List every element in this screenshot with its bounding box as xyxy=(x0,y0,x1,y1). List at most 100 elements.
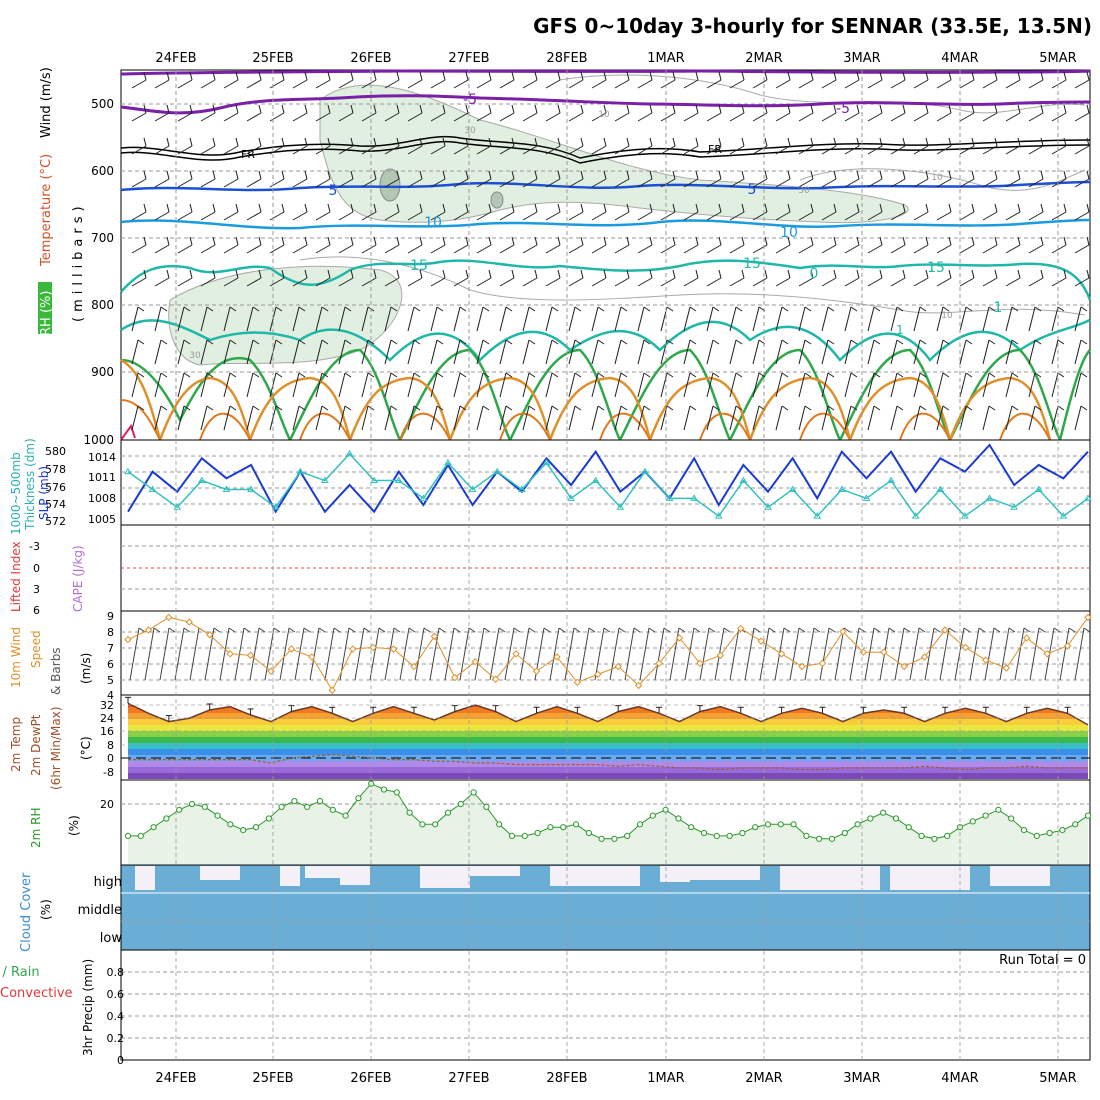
upper-wind-barb xyxy=(177,178,193,188)
upper-wind-barb xyxy=(856,137,860,147)
upper-wind-barb xyxy=(396,137,400,147)
upper-wind-barb xyxy=(200,211,216,221)
upper-wind-barb xyxy=(603,236,607,246)
contour-label: 10 xyxy=(424,215,442,231)
upper-wind-barb xyxy=(223,372,231,398)
upper-wind-barb xyxy=(729,211,745,221)
upper-wind-barb xyxy=(499,145,515,155)
upper-wind-barb xyxy=(856,170,860,180)
upper-wind-barb xyxy=(235,269,239,279)
upper-wind-barb xyxy=(591,211,607,221)
high-cloud-gap xyxy=(990,866,1050,886)
upper-wind-barb xyxy=(603,203,607,213)
upper-wind-barb xyxy=(459,306,467,312)
upper-wind-barb xyxy=(361,339,369,365)
upper-wind-barb xyxy=(844,339,852,365)
upper-wind-barb xyxy=(1074,339,1082,365)
upper-wind-barb xyxy=(327,236,331,246)
upper-wind-barb xyxy=(292,178,308,188)
wind-speed-markers xyxy=(124,613,1092,694)
upper-wind-barb xyxy=(390,306,398,312)
cloud-level-label: middle xyxy=(78,903,122,918)
upper-wind-barb xyxy=(867,145,883,155)
wind-barb xyxy=(258,627,266,633)
upper-wind-barb xyxy=(281,71,285,81)
upper-wind-barb xyxy=(327,269,331,279)
upper-wind-barb xyxy=(557,104,561,114)
rh-marker xyxy=(739,829,746,837)
wind-barb xyxy=(279,627,290,681)
upper-wind-barb xyxy=(407,211,423,221)
upper-wind-barb xyxy=(442,104,446,114)
upper-wind-barb xyxy=(511,236,515,246)
contour-label: FR xyxy=(241,148,255,161)
upper-wind-barb xyxy=(344,339,352,345)
upper-wind-barb xyxy=(488,203,492,213)
upper-wind-barb xyxy=(712,405,720,411)
upper-wind-barb xyxy=(1005,145,1021,155)
upper-wind-barb xyxy=(1005,306,1013,332)
wind-barb xyxy=(453,627,461,633)
upper-wind-barb xyxy=(683,211,699,221)
temp-tick-label: -8 xyxy=(103,766,114,779)
upper-wind-barb xyxy=(436,405,444,411)
upper-wind-barb xyxy=(177,405,185,431)
upper-wind-barb xyxy=(442,71,446,81)
rh-marker xyxy=(432,821,439,828)
upper-wind-barb xyxy=(764,269,768,279)
upper-wind-barb xyxy=(459,339,467,345)
upper-wind-barb xyxy=(1028,244,1044,254)
upper-wind-barb xyxy=(775,306,783,332)
upper-wind-barb xyxy=(499,306,507,332)
upper-wind-barb xyxy=(614,244,630,254)
upper-wind-barb xyxy=(166,269,170,279)
wind-barb xyxy=(783,627,791,633)
rh-marker xyxy=(444,809,452,816)
rh-marker xyxy=(534,829,541,837)
upper-wind-barb xyxy=(160,306,168,312)
upper-wind-barb xyxy=(666,339,674,345)
rh-marker xyxy=(1020,827,1028,834)
upper-wind-barb xyxy=(465,236,469,246)
upper-wind-barb xyxy=(896,372,904,378)
upper-wind-barb xyxy=(850,372,858,378)
upper-wind-barb xyxy=(1005,339,1013,365)
upper-wind-barb xyxy=(735,405,743,411)
wind-barb xyxy=(423,627,431,633)
upper-wind-barb xyxy=(1028,178,1044,188)
upper-wind-barb xyxy=(936,112,952,122)
precip-tick-label: 0.2 xyxy=(107,1032,125,1045)
upper-wind-barb xyxy=(936,79,952,89)
upper-wind-barb xyxy=(407,244,423,254)
thickness-marker xyxy=(591,476,600,484)
upper-wind-barb xyxy=(557,170,561,180)
thickness-axis-label: 1000~500mb xyxy=(9,452,23,535)
upper-wind-barb xyxy=(833,104,837,114)
upper-wind-barb xyxy=(499,211,515,221)
wind-barb xyxy=(654,627,665,681)
upper-wind-barb xyxy=(948,137,952,147)
contour-label: 0 xyxy=(810,266,819,282)
upper-wind-barb xyxy=(890,79,906,89)
upper-wind-barb xyxy=(925,236,929,246)
upper-wind-barb xyxy=(292,244,308,254)
upper-wind-barb xyxy=(942,405,950,411)
upper-wind-barb xyxy=(660,372,668,398)
rh-marker xyxy=(867,815,874,822)
upper-wind-barb xyxy=(292,277,308,287)
upper-wind-barb xyxy=(660,145,676,155)
upper-wind-barb xyxy=(522,211,538,221)
upper-wind-barb xyxy=(252,306,260,312)
upper-wind-barb xyxy=(430,145,446,155)
upper-wind-barb xyxy=(959,372,967,398)
upper-wind-barb xyxy=(269,79,285,89)
wind-speed-marker xyxy=(389,645,398,653)
upper-wind-barb xyxy=(603,104,607,114)
upper-wind-barb xyxy=(551,306,559,312)
upper-wind-barb xyxy=(200,145,216,155)
upper-wind-barb xyxy=(258,170,262,180)
wind-barb xyxy=(663,627,671,633)
upper-wind-barb xyxy=(1086,170,1090,180)
upper-wind-barb xyxy=(781,372,789,378)
upper-wind-barb xyxy=(246,339,254,365)
